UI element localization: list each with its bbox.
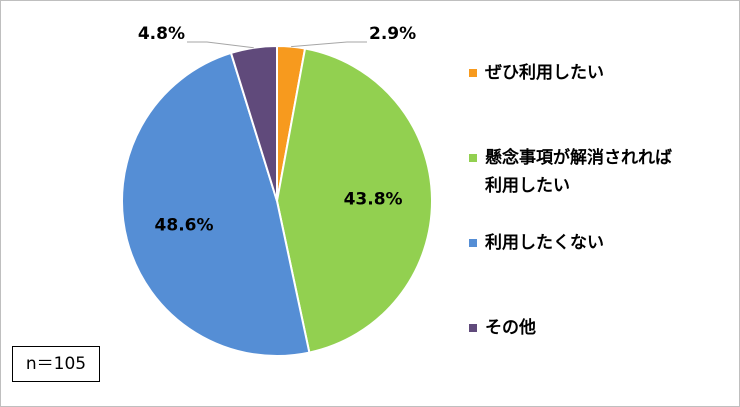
legend-item: ぜひ利用したい <box>469 59 739 87</box>
legend-swatch <box>469 69 477 77</box>
legend-label: ぜひ利用したい <box>485 63 604 83</box>
legend-item: 利用したくない <box>469 229 739 257</box>
data-label: 48.6% <box>155 215 214 235</box>
data-label: 43.8% <box>344 190 403 210</box>
data-label: 4.8% <box>138 24 185 44</box>
annotation: n＝105 <box>12 346 100 382</box>
leader-line <box>291 41 367 48</box>
pie-slice <box>275 47 433 354</box>
pie-slice <box>121 51 311 357</box>
legend-item: その他 <box>469 314 739 342</box>
legend-label: 懸念事項が解消されれば利用したい <box>485 148 672 196</box>
legend-label: その他 <box>485 318 536 338</box>
leader-line <box>187 41 254 49</box>
legend-swatch <box>469 154 477 162</box>
legend-swatch <box>469 324 477 332</box>
legend-label: 利用したくない <box>485 233 604 253</box>
data-label: 2.9% <box>369 24 416 44</box>
pie-slice <box>229 44 278 202</box>
legend-swatch <box>469 239 477 247</box>
legend-item: 懸念事項が解消されれば利用したい <box>469 144 739 200</box>
